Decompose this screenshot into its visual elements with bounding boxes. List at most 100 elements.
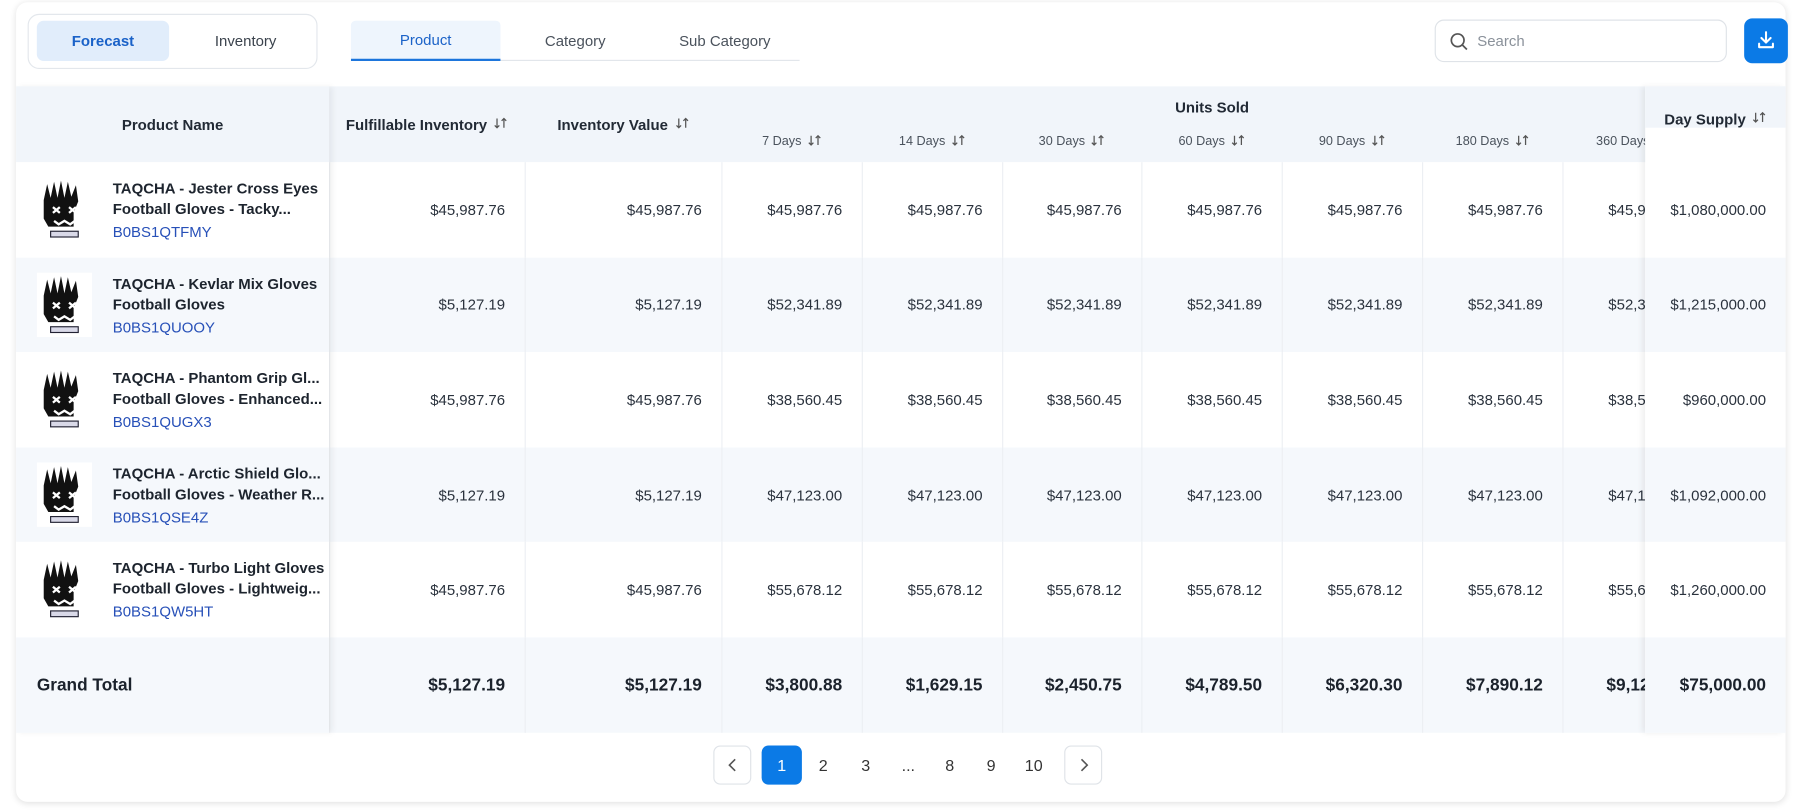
- sort-icon[interactable]: [1515, 133, 1529, 150]
- sort-svg: [1753, 111, 1766, 123]
- product-asin[interactable]: B0BS1QW5HT: [112, 603, 214, 621]
- prev-button[interactable]: [713, 745, 752, 785]
- header-label: Day Supply: [1664, 110, 1746, 128]
- value-cell: $45,987.76: [1002, 162, 1141, 258]
- period-header: 180 Days: [1422, 130, 1562, 153]
- value-cell: $45,987.76: [329, 542, 525, 638]
- sort-svg: [494, 117, 508, 129]
- row-bg: [1645, 352, 1786, 448]
- glove-svg: [36, 177, 93, 242]
- value-cell: $52,341.89: [1002, 257, 1141, 353]
- page-button[interactable]: 10: [1024, 755, 1043, 775]
- value-cell: $3,800.88: [721, 637, 861, 733]
- tab-sub-category[interactable]: Sub Category: [679, 32, 771, 50]
- value-cell: $55,678.12: [721, 542, 861, 638]
- product-name: Football Gloves - Weather R...: [112, 485, 325, 503]
- value-cell: $45,987.76: [861, 162, 1002, 258]
- value-cell: $47,123.00: [1002, 447, 1141, 543]
- product-asin[interactable]: B0BS1QTFMY: [112, 223, 212, 241]
- value-cell: $45,987.76: [1422, 162, 1562, 258]
- day-supply-cell: $75,000.00: [1679, 675, 1767, 695]
- toggle-inventory[interactable]: Inventory: [214, 32, 277, 50]
- product-image: [36, 272, 93, 337]
- product-name: TAQCHA - Phantom Grip Gl...: [112, 369, 320, 387]
- view-toggle: [27, 13, 318, 70]
- value-cell: $55,678.12: [1422, 542, 1562, 638]
- page-button[interactable]: 3: [861, 755, 871, 775]
- value-cell: $52,341.89: [1562, 257, 1645, 353]
- toggle-forecast[interactable]: Forecast: [36, 20, 170, 61]
- period-label: 7 Days: [762, 134, 802, 149]
- value-cell: $47,123.00: [861, 447, 1002, 543]
- next-button[interactable]: [1064, 745, 1103, 785]
- value-cell: $47,123.00: [1562, 447, 1645, 543]
- value-cell: $5,127.19: [524, 637, 722, 733]
- product-name: Football Gloves - Tacky...: [112, 200, 291, 218]
- page-button[interactable]: 9: [986, 755, 996, 775]
- sort-icon[interactable]: [1371, 133, 1385, 150]
- value-cell: $38,560.45: [1562, 352, 1645, 448]
- sort-icon[interactable]: [1091, 133, 1105, 150]
- day-supply-cell: $1,260,000.00: [1670, 581, 1767, 599]
- row-bg: [329, 257, 1646, 353]
- row-bg: [1645, 257, 1786, 353]
- value-cell: $45,987.76: [1141, 162, 1281, 258]
- page-button[interactable]: 2: [818, 755, 828, 775]
- value-cell: $38,560.45: [1141, 352, 1281, 448]
- glove-svg: [36, 462, 93, 527]
- product-asin[interactable]: B0BS1QUOOY: [112, 318, 215, 336]
- page-button[interactable]: 1: [761, 745, 802, 785]
- value-cell: $38,560.45: [1422, 352, 1562, 448]
- product-asin[interactable]: B0BS1QSE4Z: [112, 508, 209, 526]
- sort-icon[interactable]: [1231, 133, 1245, 150]
- download-icon: [1758, 31, 1774, 49]
- page-button[interactable]: ...: [901, 755, 916, 775]
- value-cell: $52,341.89: [721, 257, 861, 353]
- product-image: [36, 462, 93, 527]
- row-bg: [1645, 637, 1786, 733]
- product-asin[interactable]: B0BS1QUGX3: [112, 413, 212, 431]
- value-cell: $1,629.15: [861, 637, 1002, 733]
- sort-icon[interactable]: [1753, 110, 1767, 127]
- tab-product[interactable]: Product: [350, 20, 501, 61]
- row-bg: [329, 637, 1646, 733]
- value-cell: $45,987.76: [329, 162, 525, 258]
- value-cell: $47,123.00: [1141, 447, 1281, 543]
- row-bg: [329, 447, 1646, 543]
- sort-svg: [1231, 134, 1244, 146]
- sort-icon[interactable]: [807, 133, 821, 150]
- product-image: [36, 557, 93, 622]
- value-cell: $38,560.45: [1281, 352, 1422, 448]
- period-label: 14 Days: [898, 134, 946, 149]
- glove-svg: [36, 367, 93, 432]
- value-cell: $45,987.76: [1562, 162, 1645, 258]
- sort-icon[interactable]: [494, 116, 508, 133]
- product-name: TAQCHA - Arctic Shield Glo...: [112, 464, 321, 482]
- page-button[interactable]: 8: [945, 755, 955, 775]
- header-cell: Day Supply: [1645, 86, 1786, 128]
- value-cell: $6,320.30: [1281, 637, 1422, 733]
- period-header: 30 Days: [1002, 130, 1141, 153]
- value-cell: $45,987.76: [1281, 162, 1422, 258]
- tab-category[interactable]: Category: [544, 32, 606, 50]
- period-header: 7 Days: [721, 130, 861, 153]
- period-label: 30 Days: [1038, 134, 1086, 149]
- sort-icon[interactable]: [675, 116, 689, 133]
- day-supply-cell: $1,215,000.00: [1670, 296, 1767, 314]
- value-cell: $55,678.12: [1141, 542, 1281, 638]
- product-name: TAQCHA - Turbo Light Gloves: [112, 559, 325, 577]
- value-cell: $9,125.60: [1562, 637, 1645, 733]
- sort-svg: [1515, 134, 1529, 146]
- value-cell: $5,127.19: [524, 257, 722, 353]
- header-bg: [329, 86, 1646, 163]
- value-cell: $45,987.76: [329, 352, 525, 448]
- download-button[interactable]: [1744, 18, 1788, 64]
- value-cell: $47,123.00: [1281, 447, 1422, 543]
- product-name: TAQCHA - Jester Cross Eyes: [112, 179, 319, 197]
- search-box[interactable]: Search: [1434, 19, 1727, 63]
- sort-icon[interactable]: [951, 133, 965, 150]
- day-supply-cell: $960,000.00: [1682, 391, 1767, 409]
- product-column: Product Name TAQCHA - Jester Cross Eyes Fo…: [16, 86, 330, 733]
